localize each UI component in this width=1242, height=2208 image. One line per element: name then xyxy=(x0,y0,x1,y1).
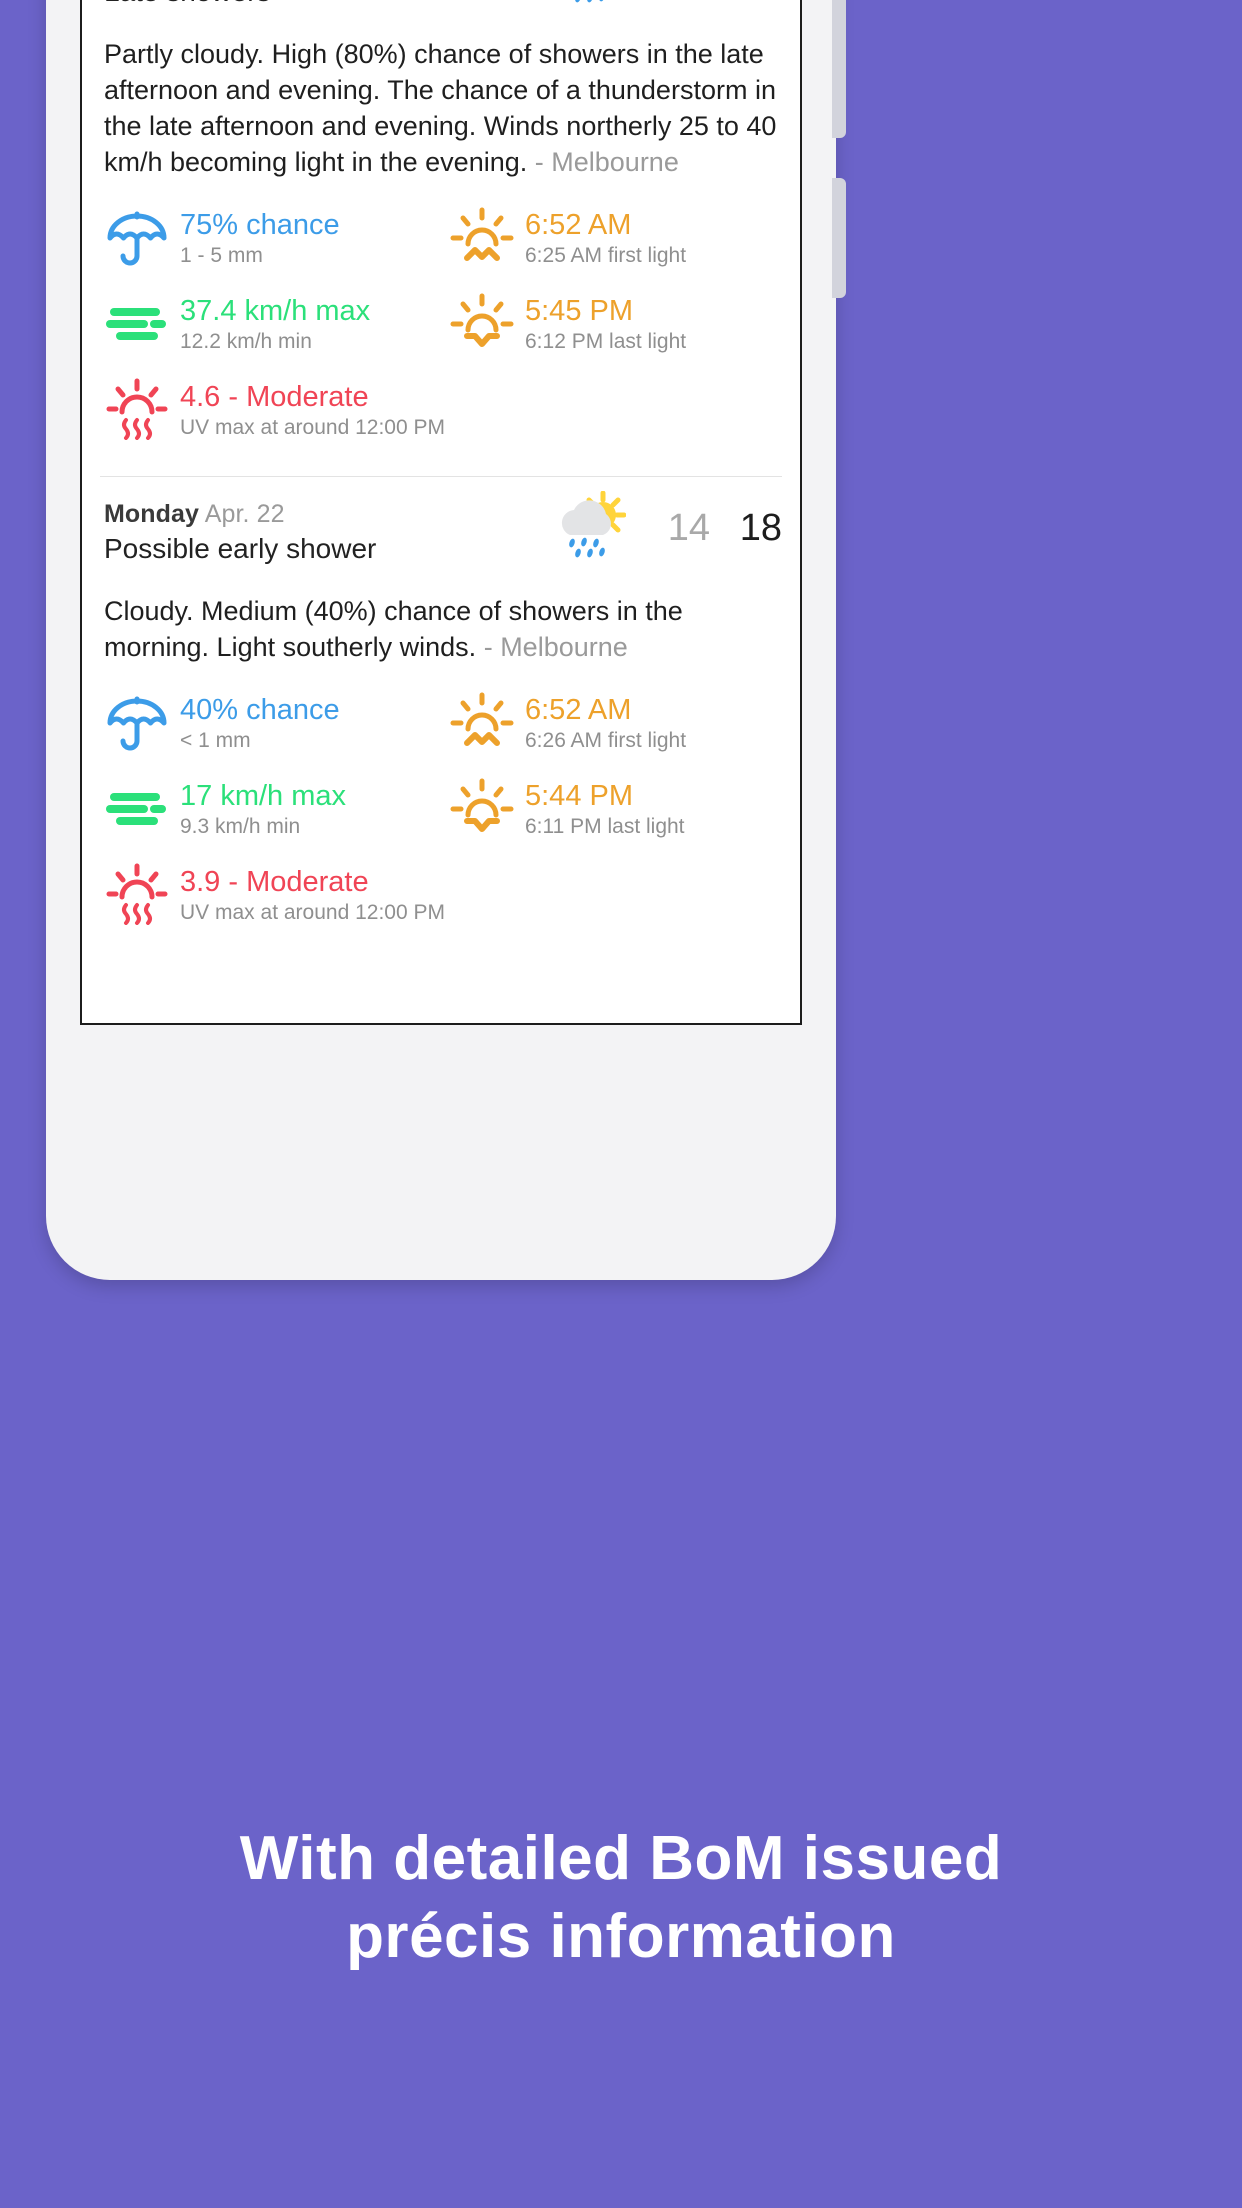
day-date: Apr. 22 xyxy=(204,500,285,528)
sunset-detail-row: 5:45 PM 6:12 PM last light xyxy=(445,292,790,358)
detail-column-left: 75% chance 1 - 5 mm xyxy=(100,206,445,464)
wind-icon xyxy=(100,292,174,354)
uv-index-icon xyxy=(100,863,174,925)
first-light-time: 6:25 AM first light xyxy=(525,244,687,267)
precis-location: - Melbourne xyxy=(483,632,628,662)
uv-index: 3.9 - Moderate xyxy=(180,866,369,898)
sunrise-icon xyxy=(445,691,519,753)
phone-volume-up-button[interactable] xyxy=(832,0,846,138)
uv-index-icon xyxy=(100,378,174,440)
first-light-time: 6:26 AM first light xyxy=(525,729,687,752)
precis-text: Cloudy. Medium (40%) chance of showers i… xyxy=(82,571,800,665)
phone-screen: Tomorrow Apr. 21 Late showers xyxy=(80,0,802,1025)
day-header[interactable]: Monday Apr. 22 Possible early shower xyxy=(82,490,800,571)
rain-detail-row: 40% chance < 1 mm xyxy=(100,691,445,757)
precis-text: Partly cloudy. High (80%) chance of show… xyxy=(82,14,800,180)
precis-body: Partly cloudy. High (80%) chance of show… xyxy=(104,39,777,177)
sunset-time: 5:44 PM xyxy=(525,780,633,812)
promo-caption-line1: With detailed BoM issued xyxy=(239,1824,1003,1893)
rain-amount: 1 - 5 mm xyxy=(180,244,263,267)
temp-min: 14 xyxy=(667,506,710,549)
uv-max-time: UV max at around 12:00 PM xyxy=(180,416,445,439)
sunrise-detail-row: 6:52 AM 6:26 AM first light xyxy=(445,691,790,757)
temp-max: 18 xyxy=(739,506,782,549)
day-summary: Possible early shower xyxy=(104,533,377,564)
wind-max: 17 km/h max xyxy=(180,780,346,812)
wind-max: 37.4 km/h max xyxy=(180,295,371,327)
detail-column-right: 6:52 AM 6:26 AM first light xyxy=(445,691,790,949)
umbrella-icon xyxy=(100,691,174,753)
sunrise-detail-row: 6:52 AM 6:25 AM first light xyxy=(445,206,790,272)
detail-column-left: 40% chance < 1 mm xyxy=(100,691,445,949)
last-light-time: 6:12 PM last light xyxy=(525,330,687,353)
rain-amount: < 1 mm xyxy=(180,729,251,752)
sunset-time: 5:45 PM xyxy=(525,295,633,327)
promo-caption: With detailed BoM issued précis informat… xyxy=(0,1820,1242,1976)
day-card[interactable]: Tomorrow Apr. 21 Late showers xyxy=(82,0,800,476)
day-summary: Late showers xyxy=(104,0,311,10)
phone-frame: Tomorrow Apr. 21 Late showers xyxy=(46,0,846,1280)
wind-min: 12.2 km/h min xyxy=(180,330,312,353)
wind-icon xyxy=(100,777,174,839)
umbrella-icon xyxy=(100,206,174,268)
precis-location: - Melbourne xyxy=(534,147,679,177)
sunset-icon xyxy=(445,292,519,354)
sunrise-time: 6:52 AM xyxy=(525,694,632,726)
sunset-detail-row: 5:44 PM 6:11 PM last light xyxy=(445,777,790,843)
rain-chance: 40% chance xyxy=(180,694,340,726)
card-divider xyxy=(100,476,782,477)
day-card[interactable]: Monday Apr. 22 Possible early shower xyxy=(82,477,800,961)
sun-behind-rain-cloud-icon xyxy=(552,490,627,565)
precis-body: Cloudy. Medium (40%) chance of showers i… xyxy=(104,596,683,662)
uv-detail-row: 3.9 - Moderate UV max at around 12:00 PM xyxy=(100,863,445,929)
day-name: Monday xyxy=(104,500,200,528)
phone-volume-down-button[interactable] xyxy=(832,178,846,298)
sunset-icon xyxy=(445,777,519,839)
day-header[interactable]: Tomorrow Apr. 21 Late showers xyxy=(82,0,800,14)
wind-min: 9.3 km/h min xyxy=(180,815,301,838)
last-light-time: 6:11 PM last light xyxy=(525,815,685,838)
promo-caption-line2: précis information xyxy=(346,1902,896,1971)
sun-behind-rain-cloud-icon xyxy=(552,0,626,10)
sunrise-icon xyxy=(445,206,519,268)
uv-max-time: UV max at around 12:00 PM xyxy=(180,901,445,924)
rain-detail-row: 75% chance 1 - 5 mm xyxy=(100,206,445,272)
detail-column-right: 6:52 AM 6:25 AM first light xyxy=(445,206,790,464)
rain-chance: 75% chance xyxy=(180,209,340,241)
detail-grid: 40% chance < 1 mm xyxy=(82,665,800,961)
wind-detail-row: 37.4 km/h max 12.2 km/h min xyxy=(100,292,445,358)
uv-detail-row: 4.6 - Moderate UV max at around 12:00 PM xyxy=(100,378,445,444)
detail-grid: 75% chance 1 - 5 mm xyxy=(82,180,800,476)
wind-detail-row: 17 km/h max 9.3 km/h min xyxy=(100,777,445,843)
uv-index: 4.6 - Moderate xyxy=(180,381,369,413)
sunrise-time: 6:52 AM xyxy=(525,209,632,241)
day-name-and-date: Monday Apr. 22 xyxy=(104,499,376,529)
